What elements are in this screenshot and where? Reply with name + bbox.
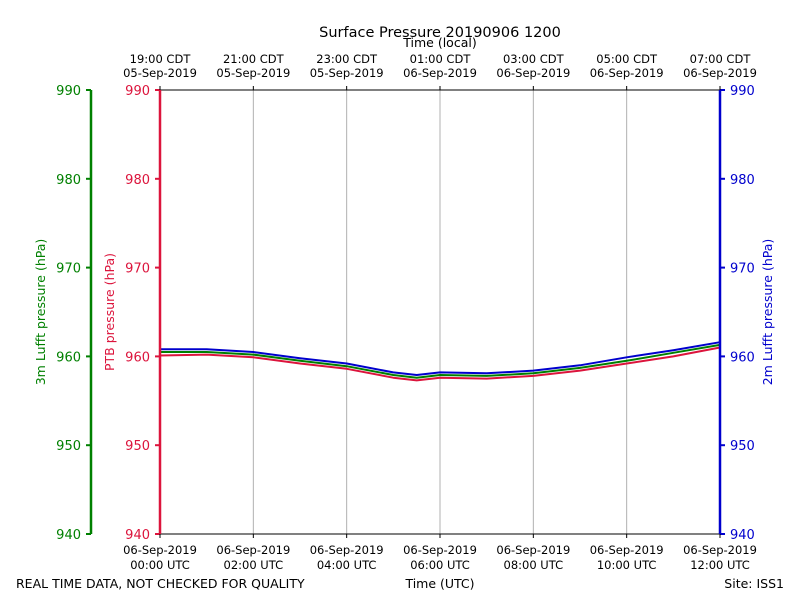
top-tick-date: 06-Sep-2019 xyxy=(403,66,477,80)
bottom-axis-label: Time (UTC) xyxy=(404,576,474,591)
bottom-tick-time: 12:00 UTC xyxy=(690,558,750,572)
top-tick-time: 07:00 CDT xyxy=(690,52,752,66)
series-line-0 xyxy=(159,346,721,382)
series-line-1 xyxy=(160,343,721,379)
lufft-3m-tick-label: 940 xyxy=(56,528,81,543)
lufft-3m-tick-label: 960 xyxy=(56,350,81,365)
top-tick-time: 19:00 CDT xyxy=(130,52,192,66)
ptb-tick-label: 970 xyxy=(125,262,150,277)
bottom-tick-date: 06-Sep-2019 xyxy=(310,543,384,557)
bottom-tick-time: 08:00 UTC xyxy=(504,558,564,572)
top-tick-date: 05-Sep-2019 xyxy=(123,66,197,80)
top-tick-time: 01:00 CDT xyxy=(410,52,472,66)
top-tick-time: 23:00 CDT xyxy=(316,52,378,66)
top-tick-time: 03:00 CDT xyxy=(503,52,565,66)
ptb-axis-label: PTB pressure (hPa) xyxy=(102,253,117,371)
bottom-tick-time: 10:00 UTC xyxy=(597,558,657,572)
lufft-2m-tick-label: 970 xyxy=(730,262,755,277)
top-tick-date: 06-Sep-2019 xyxy=(590,66,664,80)
top-tick-date: 06-Sep-2019 xyxy=(496,66,570,80)
lufft-3m-tick-label: 990 xyxy=(56,84,81,99)
bottom-tick-time: 04:00 UTC xyxy=(317,558,377,572)
top-axis-label: Time (local) xyxy=(402,35,476,50)
lufft-2m-axis-label: 2m Lufft pressure (hPa) xyxy=(760,239,775,386)
ptb-tick-label: 960 xyxy=(125,350,150,365)
lufft-2m-tick-label: 990 xyxy=(730,84,755,99)
bottom-tick-date: 06-Sep-2019 xyxy=(683,543,757,557)
site-label: Site: ISS1 xyxy=(724,576,784,591)
bottom-tick-time: 00:00 UTC xyxy=(130,558,190,572)
top-tick-date: 05-Sep-2019 xyxy=(216,66,290,80)
chart-title: Surface Pressure 20190906 1200 xyxy=(319,25,561,41)
lufft-3m-tick-label: 980 xyxy=(56,173,81,188)
bottom-tick-date: 06-Sep-2019 xyxy=(123,543,197,557)
bottom-tick-date: 06-Sep-2019 xyxy=(403,543,477,557)
top-tick-date: 05-Sep-2019 xyxy=(310,66,384,80)
lufft-2m-tick-label: 980 xyxy=(730,173,755,188)
bottom-tick-date: 06-Sep-2019 xyxy=(496,543,570,557)
vertical-gridlines xyxy=(252,90,628,534)
bottom-tick-date: 06-Sep-2019 xyxy=(216,543,290,557)
ptb-tick-label: 980 xyxy=(125,173,150,188)
ptb-tick-label: 990 xyxy=(125,84,150,99)
y-axes: 940 950 960 970 980 990 940 950 960 970 980 990 940 9… xyxy=(56,84,755,543)
bottom-tick-date: 06-Sep-2019 xyxy=(590,543,664,557)
lufft-3m-axis-label: 3m Lufft pressure (hPa) xyxy=(33,239,48,386)
lufft-2m-tick-label: 940 xyxy=(730,528,755,543)
lufft-3m-tick-label: 950 xyxy=(56,439,81,454)
ptb-tick-label: 950 xyxy=(125,439,150,454)
bottom-tick-time: 06:00 UTC xyxy=(410,558,470,572)
top-tick-time: 21:00 CDT xyxy=(223,52,285,66)
bottom-tick-time: 02:00 UTC xyxy=(224,558,284,572)
lufft-3m-tick-label: 970 xyxy=(56,262,81,277)
pressure-series xyxy=(159,341,721,382)
quality-note: REAL TIME DATA, NOT CHECKED FOR QUALITY xyxy=(16,576,305,591)
lufft-2m-tick-label: 960 xyxy=(730,350,755,365)
top-tick-date: 06-Sep-2019 xyxy=(683,66,757,80)
lufft-2m-tick-label: 950 xyxy=(730,439,755,454)
top-tick-time: 05:00 CDT xyxy=(596,52,658,66)
series-line-2 xyxy=(160,341,721,376)
ptb-tick-label: 940 xyxy=(125,528,150,543)
